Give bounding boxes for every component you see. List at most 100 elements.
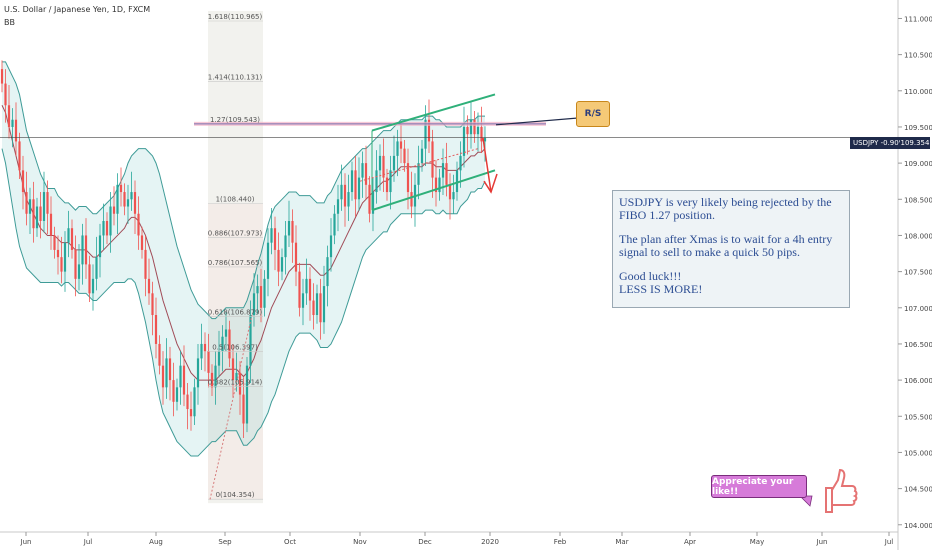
candle-body xyxy=(130,192,133,200)
price-tick-label: 105.000 xyxy=(904,449,932,457)
candle-body xyxy=(347,192,350,207)
candle-body xyxy=(203,343,207,352)
candle-body xyxy=(459,155,462,171)
candle-body xyxy=(375,170,378,193)
candle-body xyxy=(294,242,298,272)
fib-level-label: 1.27(109.543) xyxy=(210,116,260,124)
candle-body xyxy=(98,235,102,258)
candle-body xyxy=(4,83,7,106)
candle-body xyxy=(287,220,291,236)
candle-body xyxy=(273,228,277,250)
price-tick-label: 104.000 xyxy=(904,522,932,530)
candle-body xyxy=(210,372,214,388)
candle-body xyxy=(179,365,182,388)
bb-lower xyxy=(1,148,486,457)
candle-body xyxy=(53,235,56,250)
rs-callout[interactable]: R/S xyxy=(576,101,610,127)
bb-upper xyxy=(2,61,485,320)
candle-body xyxy=(154,315,158,344)
time-tick-label: Jun xyxy=(20,538,32,546)
fib-level-label: 1.414(110.131) xyxy=(208,73,263,81)
candle-body xyxy=(263,278,266,308)
time-tick-label: Jul xyxy=(83,538,93,546)
candle-body xyxy=(336,199,340,214)
candle-body xyxy=(319,293,322,323)
price-tick-label: 111.000 xyxy=(904,15,932,23)
time-tick-label: Feb xyxy=(554,538,567,546)
note-paragraph-2: The plan after Xmas is to wait for a 4h … xyxy=(619,232,833,259)
candle-body xyxy=(445,163,448,185)
candle-body xyxy=(70,228,74,250)
note-paragraph-1: USDJPY is very likely being rejected by … xyxy=(619,195,832,222)
candle-body xyxy=(140,235,144,250)
candle-body xyxy=(333,213,336,236)
candle-body xyxy=(161,365,165,388)
candle-body xyxy=(473,119,476,135)
candle-body xyxy=(392,155,396,171)
fib-level-label: 0.786(107.565) xyxy=(208,259,263,267)
candle-body xyxy=(25,192,28,214)
candle-body xyxy=(420,148,424,164)
candle-body xyxy=(28,199,32,214)
candle-body xyxy=(462,126,466,156)
candle-body xyxy=(427,119,431,142)
candle-body xyxy=(144,249,147,279)
candle-body xyxy=(469,119,473,135)
fib-level-label: 0.5(106.397) xyxy=(212,343,258,351)
candle-body xyxy=(123,192,126,207)
candle-body xyxy=(7,105,11,127)
price-tick-label: 104.500 xyxy=(904,486,932,494)
candle-body xyxy=(126,199,130,207)
candle-body xyxy=(382,155,385,178)
candle-body xyxy=(18,141,21,171)
time-tick-label: 2020 xyxy=(481,538,499,546)
candle-body xyxy=(305,278,308,294)
candle-body xyxy=(151,293,154,316)
price-tick-label: 108.000 xyxy=(904,232,932,240)
candle-body xyxy=(84,235,88,265)
rs-connector xyxy=(495,117,579,126)
time-tick-label: May xyxy=(750,538,764,546)
candle-body xyxy=(438,177,441,193)
candle-body xyxy=(417,163,420,185)
candle-body xyxy=(224,329,228,337)
price-tick-label: 106.500 xyxy=(904,341,932,349)
candle-body xyxy=(63,242,67,272)
candle-body xyxy=(252,293,256,316)
candle-body xyxy=(466,126,469,135)
candle-body xyxy=(312,300,315,316)
candle-body xyxy=(406,163,410,193)
candle-body xyxy=(46,192,49,214)
price-tick-label: 106.000 xyxy=(904,377,932,385)
candle-body xyxy=(88,264,91,294)
candle-body xyxy=(35,206,39,229)
candle-body xyxy=(329,235,333,258)
candle-body xyxy=(368,184,371,214)
candle-body xyxy=(158,343,161,366)
appreciate-callout[interactable]: Appreciate your like!! xyxy=(711,475,807,498)
fib-level-label: 0.886(107.973) xyxy=(208,229,263,237)
candle-body xyxy=(186,394,189,410)
symbol-title: U.S. Dollar / Japanese Yen, 1D, FXCM xyxy=(4,5,151,14)
candle-body xyxy=(77,264,81,279)
candle-body xyxy=(343,184,347,207)
indicator-label[interactable]: BB xyxy=(4,18,15,27)
candle-body xyxy=(109,206,112,236)
candle-body xyxy=(133,192,137,214)
candle-body xyxy=(259,286,263,308)
candle-body xyxy=(284,235,287,258)
analysis-note[interactable]: USDJPY is very likely being rejected by … xyxy=(612,190,850,308)
candle-body xyxy=(256,286,259,294)
candle-body xyxy=(214,365,217,388)
price-tick-label: 105.500 xyxy=(904,413,932,421)
thumbs-up-icon xyxy=(825,468,858,513)
candle-body xyxy=(11,119,14,127)
price-axis xyxy=(898,0,932,550)
candle-body xyxy=(298,271,301,308)
candle-body xyxy=(431,141,434,178)
candle-body xyxy=(21,170,25,193)
candle-body xyxy=(49,213,53,236)
candle-body xyxy=(483,137,487,142)
candle-body xyxy=(193,387,196,417)
